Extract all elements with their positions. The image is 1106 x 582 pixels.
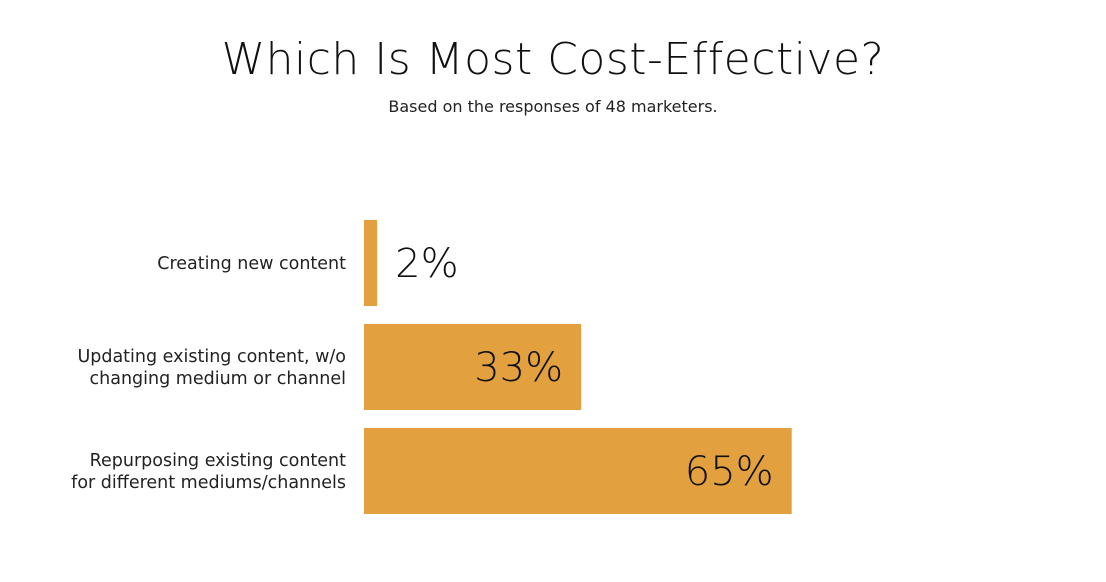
category-label-line: Repurposing existing content: [90, 451, 347, 471]
category-label-3: Repurposing existing content for differen…: [71, 451, 346, 493]
bar-2: [364, 324, 582, 410]
bar-1: [364, 220, 378, 306]
value-label-3: 65%: [685, 449, 774, 495]
category-label-1: Creating new content: [157, 254, 346, 274]
value-label-1: 2%: [395, 241, 458, 287]
category-label-line: changing medium or channel: [90, 369, 346, 389]
chart-subtitle: Based on the responses of 48 marketers.: [388, 97, 718, 116]
bar-3: [364, 428, 792, 514]
chart-title: Which Is Most Cost-Effective?: [221, 34, 885, 85]
value-label-2: 33%: [474, 345, 563, 391]
category-label-line: Updating existing content, w/o: [77, 347, 346, 367]
category-label-line: Creating new content: [157, 254, 346, 274]
category-label-line: for different mediums/channels: [71, 473, 346, 493]
category-label-2: Updating existing content, w/o changing m…: [77, 347, 346, 389]
